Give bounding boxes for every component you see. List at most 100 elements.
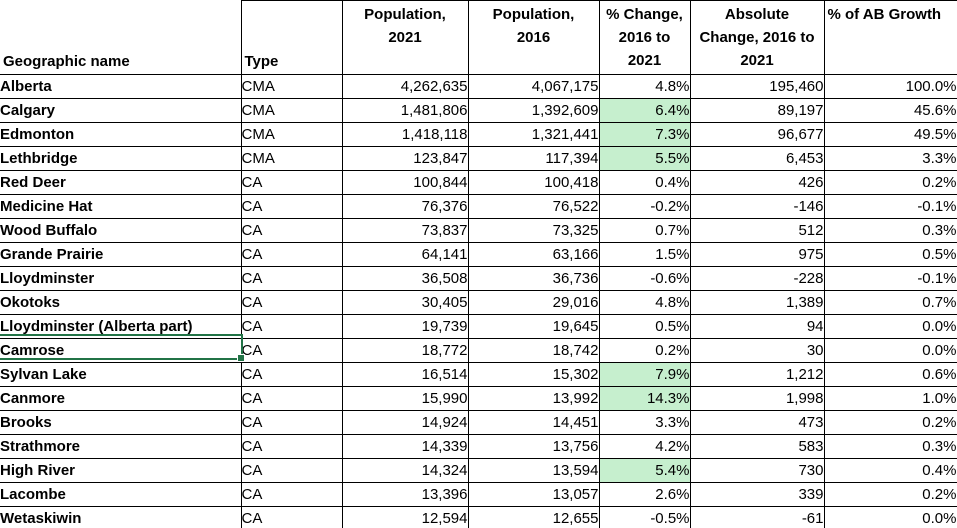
cell-type[interactable]: CA xyxy=(240,386,343,411)
cell-absolute-change[interactable]: -61 xyxy=(689,506,825,528)
cell-absolute-change[interactable]: 426 xyxy=(689,170,825,195)
cell-type[interactable]: CA xyxy=(240,434,343,459)
cell-absolute-change[interactable]: 583 xyxy=(689,434,825,459)
cell-population-2021[interactable]: 12,594 xyxy=(341,506,469,528)
cell-type[interactable]: CA xyxy=(240,170,343,195)
cell-population-2016[interactable]: 36,736 xyxy=(467,266,600,291)
cell-population-2016[interactable]: 18,742 xyxy=(467,338,600,363)
cell-population-2021[interactable]: 73,837 xyxy=(341,218,469,243)
cell-absolute-change[interactable]: 96,677 xyxy=(689,122,825,147)
cell-population-2016[interactable]: 13,992 xyxy=(467,386,600,411)
cell-type[interactable]: CA xyxy=(240,290,343,315)
cell-population-2021[interactable]: 123,847 xyxy=(341,146,469,171)
cell-absolute-change[interactable]: 975 xyxy=(689,242,825,267)
column-header-absolute-change[interactable]: Absolute Change, 2016 to 2021 xyxy=(689,0,825,75)
cell-pct-change[interactable]: 0.7% xyxy=(598,218,691,243)
cell-population-2016[interactable]: 117,394 xyxy=(467,146,600,171)
cell-population-2016[interactable]: 13,594 xyxy=(467,458,600,483)
cell-pct-change[interactable]: 5.4% xyxy=(598,458,691,483)
cell-absolute-change[interactable]: 6,453 xyxy=(689,146,825,171)
cell-pct-ab-growth[interactable]: -0.1% xyxy=(823,266,957,291)
cell-population-2021[interactable]: 18,772 xyxy=(341,338,469,363)
cell-pct-change[interactable]: -0.5% xyxy=(598,506,691,528)
column-header-pct-change[interactable]: % Change, 2016 to 2021 xyxy=(598,0,691,75)
cell-geographic-name[interactable]: Red Deer xyxy=(0,170,242,195)
cell-population-2016[interactable]: 13,057 xyxy=(467,482,600,507)
cell-population-2021[interactable]: 14,324 xyxy=(341,458,469,483)
cell-absolute-change[interactable]: 730 xyxy=(689,458,825,483)
cell-type[interactable]: CA xyxy=(240,362,343,387)
cell-geographic-name[interactable]: Wetaskiwin xyxy=(0,506,242,528)
cell-absolute-change[interactable]: -146 xyxy=(689,194,825,219)
cell-pct-change[interactable]: 2.6% xyxy=(598,482,691,507)
cell-geographic-name[interactable]: Alberta xyxy=(0,74,242,99)
cell-pct-ab-growth[interactable]: 0.3% xyxy=(823,218,957,243)
cell-pct-ab-growth[interactable]: 0.7% xyxy=(823,290,957,315)
cell-absolute-change[interactable]: -228 xyxy=(689,266,825,291)
cell-type[interactable]: CA xyxy=(240,506,343,528)
cell-pct-change[interactable]: 5.5% xyxy=(598,146,691,171)
cell-geographic-name[interactable]: Canmore xyxy=(0,386,242,411)
cell-population-2016[interactable]: 1,321,441 xyxy=(467,122,600,147)
cell-pct-ab-growth[interactable]: 0.0% xyxy=(823,506,957,528)
cell-population-2021[interactable]: 19,739 xyxy=(341,314,469,339)
cell-population-2021[interactable]: 1,418,118 xyxy=(341,122,469,147)
cell-type[interactable]: CMA xyxy=(240,98,343,123)
cell-type[interactable]: CA xyxy=(240,458,343,483)
cell-population-2016[interactable]: 29,016 xyxy=(467,290,600,315)
cell-pct-change[interactable]: 1.5% xyxy=(598,242,691,267)
cell-geographic-name[interactable]: High River xyxy=(0,458,242,483)
cell-population-2016[interactable]: 13,756 xyxy=(467,434,600,459)
cell-population-2016[interactable]: 12,655 xyxy=(467,506,600,528)
cell-absolute-change[interactable]: 339 xyxy=(689,482,825,507)
cell-population-2021[interactable]: 14,924 xyxy=(341,410,469,435)
cell-population-2016[interactable]: 76,522 xyxy=(467,194,600,219)
cell-population-2016[interactable]: 15,302 xyxy=(467,362,600,387)
cell-population-2016[interactable]: 63,166 xyxy=(467,242,600,267)
column-header-population-2016[interactable]: Population, 2016 xyxy=(467,0,600,75)
cell-pct-ab-growth[interactable]: 0.5% xyxy=(823,242,957,267)
cell-population-2021[interactable]: 16,514 xyxy=(341,362,469,387)
cell-geographic-name[interactable]: Lloydminster (Alberta part) xyxy=(0,314,242,339)
cell-geographic-name[interactable]: Lloydminster xyxy=(0,266,242,291)
cell-type[interactable]: CA xyxy=(240,314,343,339)
cell-type[interactable]: CA xyxy=(240,242,343,267)
cell-geographic-name[interactable]: Sylvan Lake xyxy=(0,362,242,387)
cell-pct-ab-growth[interactable]: 3.3% xyxy=(823,146,957,171)
cell-pct-ab-growth[interactable]: 0.6% xyxy=(823,362,957,387)
cell-type[interactable]: CA xyxy=(240,266,343,291)
cell-absolute-change[interactable]: 1,998 xyxy=(689,386,825,411)
cell-pct-ab-growth[interactable]: 0.3% xyxy=(823,434,957,459)
cell-pct-change[interactable]: 7.9% xyxy=(598,362,691,387)
cell-population-2016[interactable]: 73,325 xyxy=(467,218,600,243)
cell-geographic-name[interactable]: Strathmore xyxy=(0,434,242,459)
cell-pct-change[interactable]: 4.8% xyxy=(598,74,691,99)
column-header-population-2021[interactable]: Population, 2021 xyxy=(341,0,469,75)
cell-population-2021[interactable]: 100,844 xyxy=(341,170,469,195)
cell-population-2021[interactable]: 36,508 xyxy=(341,266,469,291)
cell-absolute-change[interactable]: 512 xyxy=(689,218,825,243)
column-header-pct-ab-growth[interactable]: % of AB Growth xyxy=(823,0,957,75)
cell-pct-ab-growth[interactable]: 0.2% xyxy=(823,482,957,507)
cell-geographic-name[interactable]: Lethbridge xyxy=(0,146,242,171)
cell-geographic-name[interactable]: Camrose xyxy=(0,338,242,363)
cell-pct-ab-growth[interactable]: 0.0% xyxy=(823,338,957,363)
fill-handle[interactable] xyxy=(237,354,245,362)
cell-population-2016[interactable]: 100,418 xyxy=(467,170,600,195)
cell-geographic-name[interactable]: Medicine Hat xyxy=(0,194,242,219)
cell-pct-change[interactable]: 0.4% xyxy=(598,170,691,195)
cell-absolute-change[interactable]: 94 xyxy=(689,314,825,339)
cell-population-2021[interactable]: 76,376 xyxy=(341,194,469,219)
cell-population-2016[interactable]: 19,645 xyxy=(467,314,600,339)
column-header-geographic-name[interactable]: Geographic name xyxy=(0,0,242,75)
cell-geographic-name[interactable]: Edmonton xyxy=(0,122,242,147)
cell-pct-ab-growth[interactable]: 45.6% xyxy=(823,98,957,123)
cell-pct-change[interactable]: 0.5% xyxy=(598,314,691,339)
cell-population-2021[interactable]: 15,990 xyxy=(341,386,469,411)
cell-pct-change[interactable]: -0.2% xyxy=(598,194,691,219)
cell-population-2016[interactable]: 14,451 xyxy=(467,410,600,435)
cell-pct-ab-growth[interactable]: -0.1% xyxy=(823,194,957,219)
cell-pct-change[interactable]: 0.2% xyxy=(598,338,691,363)
cell-geographic-name[interactable]: Lacombe xyxy=(0,482,242,507)
cell-type[interactable]: CMA xyxy=(240,146,343,171)
